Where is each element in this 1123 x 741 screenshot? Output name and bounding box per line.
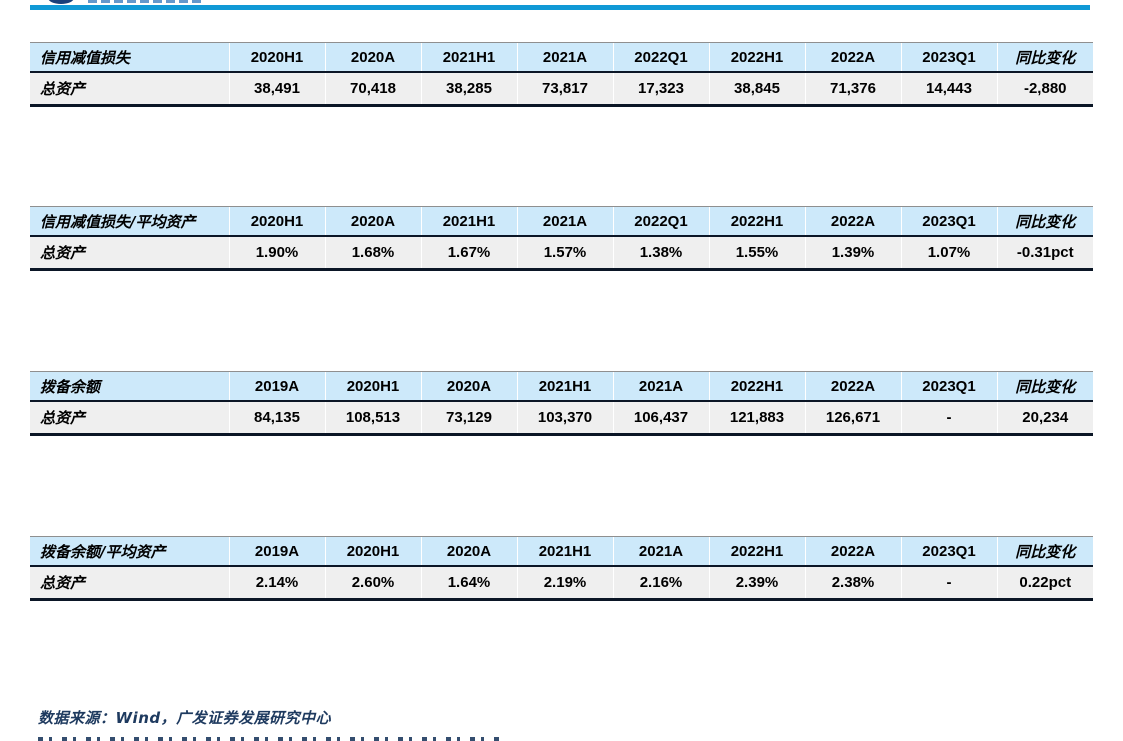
column-header: 2022A bbox=[804, 536, 901, 567]
column-header: 2021H1 bbox=[516, 536, 613, 567]
row-label-total-assets: 总资产 bbox=[30, 72, 229, 107]
column-header: 2020A bbox=[324, 42, 421, 73]
table-title: 拨备余额/平均资产 bbox=[30, 536, 229, 567]
masthead-rule bbox=[30, 5, 1090, 10]
table-header-row: 拨备余额 2019A 2020H1 2020A 2021H1 2021A 202… bbox=[30, 371, 1093, 402]
table-cell: 14,443 bbox=[900, 72, 997, 107]
table-cell: 1.07% bbox=[900, 236, 997, 271]
column-header: 2021H1 bbox=[516, 371, 613, 402]
table-cell: 71,376 bbox=[804, 72, 901, 107]
column-header: 2020A bbox=[420, 536, 517, 567]
table-cell: 126,671 bbox=[804, 401, 901, 436]
column-header: 2020H1 bbox=[228, 206, 325, 237]
logo-ellipse-icon bbox=[48, 0, 74, 4]
table-cell: 0.22pct bbox=[996, 566, 1093, 601]
column-header: 2022H1 bbox=[708, 206, 805, 237]
table-provision-balance: 拨备余额 2019A 2020H1 2020A 2021H1 2021A 202… bbox=[30, 371, 1093, 436]
table-cell: 38,491 bbox=[228, 72, 325, 107]
table-header-row: 信用减值损失/平均资产 2020H1 2020A 2021H1 2021A 20… bbox=[30, 206, 1093, 237]
table-row: 总资产 38,491 70,418 38,285 73,817 17,323 3… bbox=[30, 72, 1093, 107]
table-cell: 73,817 bbox=[516, 72, 613, 107]
table-row: 总资产 2.14% 2.60% 1.64% 2.19% 2.16% 2.39% … bbox=[30, 566, 1093, 601]
table-header-row: 拨备余额/平均资产 2019A 2020H1 2020A 2021H1 2021… bbox=[30, 536, 1093, 567]
table-cell: 1.55% bbox=[708, 236, 805, 271]
column-header: 2023Q1 bbox=[900, 536, 997, 567]
column-header: 2023Q1 bbox=[900, 371, 997, 402]
column-header: 2022H1 bbox=[708, 536, 805, 567]
table-cell: 1.90% bbox=[228, 236, 325, 271]
table-row: 总资产 84,135 108,513 73,129 103,370 106,43… bbox=[30, 401, 1093, 436]
column-header: 2019A bbox=[228, 371, 325, 402]
data-source-note: 数据来源：Wind，广发证券发展研究中心 bbox=[38, 709, 332, 727]
table-cell: 38,285 bbox=[420, 72, 517, 107]
column-header: 2022A bbox=[804, 206, 901, 237]
table-header-row: 信用减值损失 2020H1 2020A 2021H1 2021A 2022Q1 … bbox=[30, 42, 1093, 73]
gf-securities-logo-clipped bbox=[30, 0, 207, 5]
row-label-total-assets: 总资产 bbox=[30, 236, 229, 271]
table-title: 拨备余额 bbox=[30, 371, 229, 402]
row-label-total-assets: 总资产 bbox=[30, 401, 229, 436]
column-header-yoy-change: 同比变化 bbox=[996, 371, 1093, 402]
column-header: 2022H1 bbox=[708, 371, 805, 402]
table-credit-impairment-loss-over-avg-assets: 信用减值损失/平均资产 2020H1 2020A 2021H1 2021A 20… bbox=[30, 206, 1093, 271]
table-cell: 38,845 bbox=[708, 72, 805, 107]
table-cell: 2.39% bbox=[708, 566, 805, 601]
table-cell: 1.67% bbox=[420, 236, 517, 271]
table-title: 信用减值损失 bbox=[30, 42, 229, 73]
table-cell: 1.64% bbox=[420, 566, 517, 601]
table-cell: - bbox=[900, 566, 997, 601]
row-label-total-assets: 总资产 bbox=[30, 566, 229, 601]
table-cell: 1.68% bbox=[324, 236, 421, 271]
column-header: 2021H1 bbox=[420, 206, 517, 237]
column-header: 2021A bbox=[516, 42, 613, 73]
column-header: 2019A bbox=[228, 536, 325, 567]
column-header: 2021A bbox=[516, 206, 613, 237]
table-cell: 73,129 bbox=[420, 401, 517, 436]
column-header: 2022A bbox=[804, 42, 901, 73]
logo-wordmark-fragment bbox=[88, 0, 203, 3]
column-header-yoy-change: 同比变化 bbox=[996, 206, 1093, 237]
column-header: 2021A bbox=[612, 371, 709, 402]
table-cell: 2.60% bbox=[324, 566, 421, 601]
column-header: 2020A bbox=[420, 371, 517, 402]
table-cell: 84,135 bbox=[228, 401, 325, 436]
table-provision-balance-over-avg-assets: 拨备余额/平均资产 2019A 2020H1 2020A 2021H1 2021… bbox=[30, 536, 1093, 601]
column-header: 2021H1 bbox=[420, 42, 517, 73]
column-header: 2020A bbox=[324, 206, 421, 237]
table-cell: -0.31pct bbox=[996, 236, 1093, 271]
table-cell: 70,418 bbox=[324, 72, 421, 107]
table-cell: 1.38% bbox=[612, 236, 709, 271]
column-header: 2022A bbox=[804, 371, 901, 402]
table-credit-impairment-loss: 信用减值损失 2020H1 2020A 2021H1 2021A 2022Q1 … bbox=[30, 42, 1093, 107]
column-header: 2022H1 bbox=[708, 42, 805, 73]
column-header-yoy-change: 同比变化 bbox=[996, 536, 1093, 567]
table-cell: 1.39% bbox=[804, 236, 901, 271]
table-cell: 103,370 bbox=[516, 401, 613, 436]
column-header: 2023Q1 bbox=[900, 206, 997, 237]
table-cell: 2.16% bbox=[612, 566, 709, 601]
table-cell: 1.57% bbox=[516, 236, 613, 271]
column-header: 2020H1 bbox=[324, 536, 421, 567]
table-cell: 2.19% bbox=[516, 566, 613, 601]
table-cell: 2.14% bbox=[228, 566, 325, 601]
column-header: 2023Q1 bbox=[900, 42, 997, 73]
table-cell: - bbox=[900, 401, 997, 436]
table-cell: -2,880 bbox=[996, 72, 1093, 107]
table-cell: 2.38% bbox=[804, 566, 901, 601]
column-header-yoy-change: 同比变化 bbox=[996, 42, 1093, 73]
column-header: 2022Q1 bbox=[612, 42, 709, 73]
table-row: 总资产 1.90% 1.68% 1.67% 1.57% 1.38% 1.55% … bbox=[30, 236, 1093, 271]
clipped-text-remnant bbox=[38, 737, 500, 741]
table-cell: 106,437 bbox=[612, 401, 709, 436]
table-cell: 108,513 bbox=[324, 401, 421, 436]
column-header: 2020H1 bbox=[324, 371, 421, 402]
table-title: 信用减值损失/平均资产 bbox=[30, 206, 229, 237]
column-header: 2021A bbox=[612, 536, 709, 567]
table-cell: 121,883 bbox=[708, 401, 805, 436]
table-cell: 20,234 bbox=[996, 401, 1093, 436]
column-header: 2022Q1 bbox=[612, 206, 709, 237]
column-header: 2020H1 bbox=[228, 42, 325, 73]
table-cell: 17,323 bbox=[612, 72, 709, 107]
